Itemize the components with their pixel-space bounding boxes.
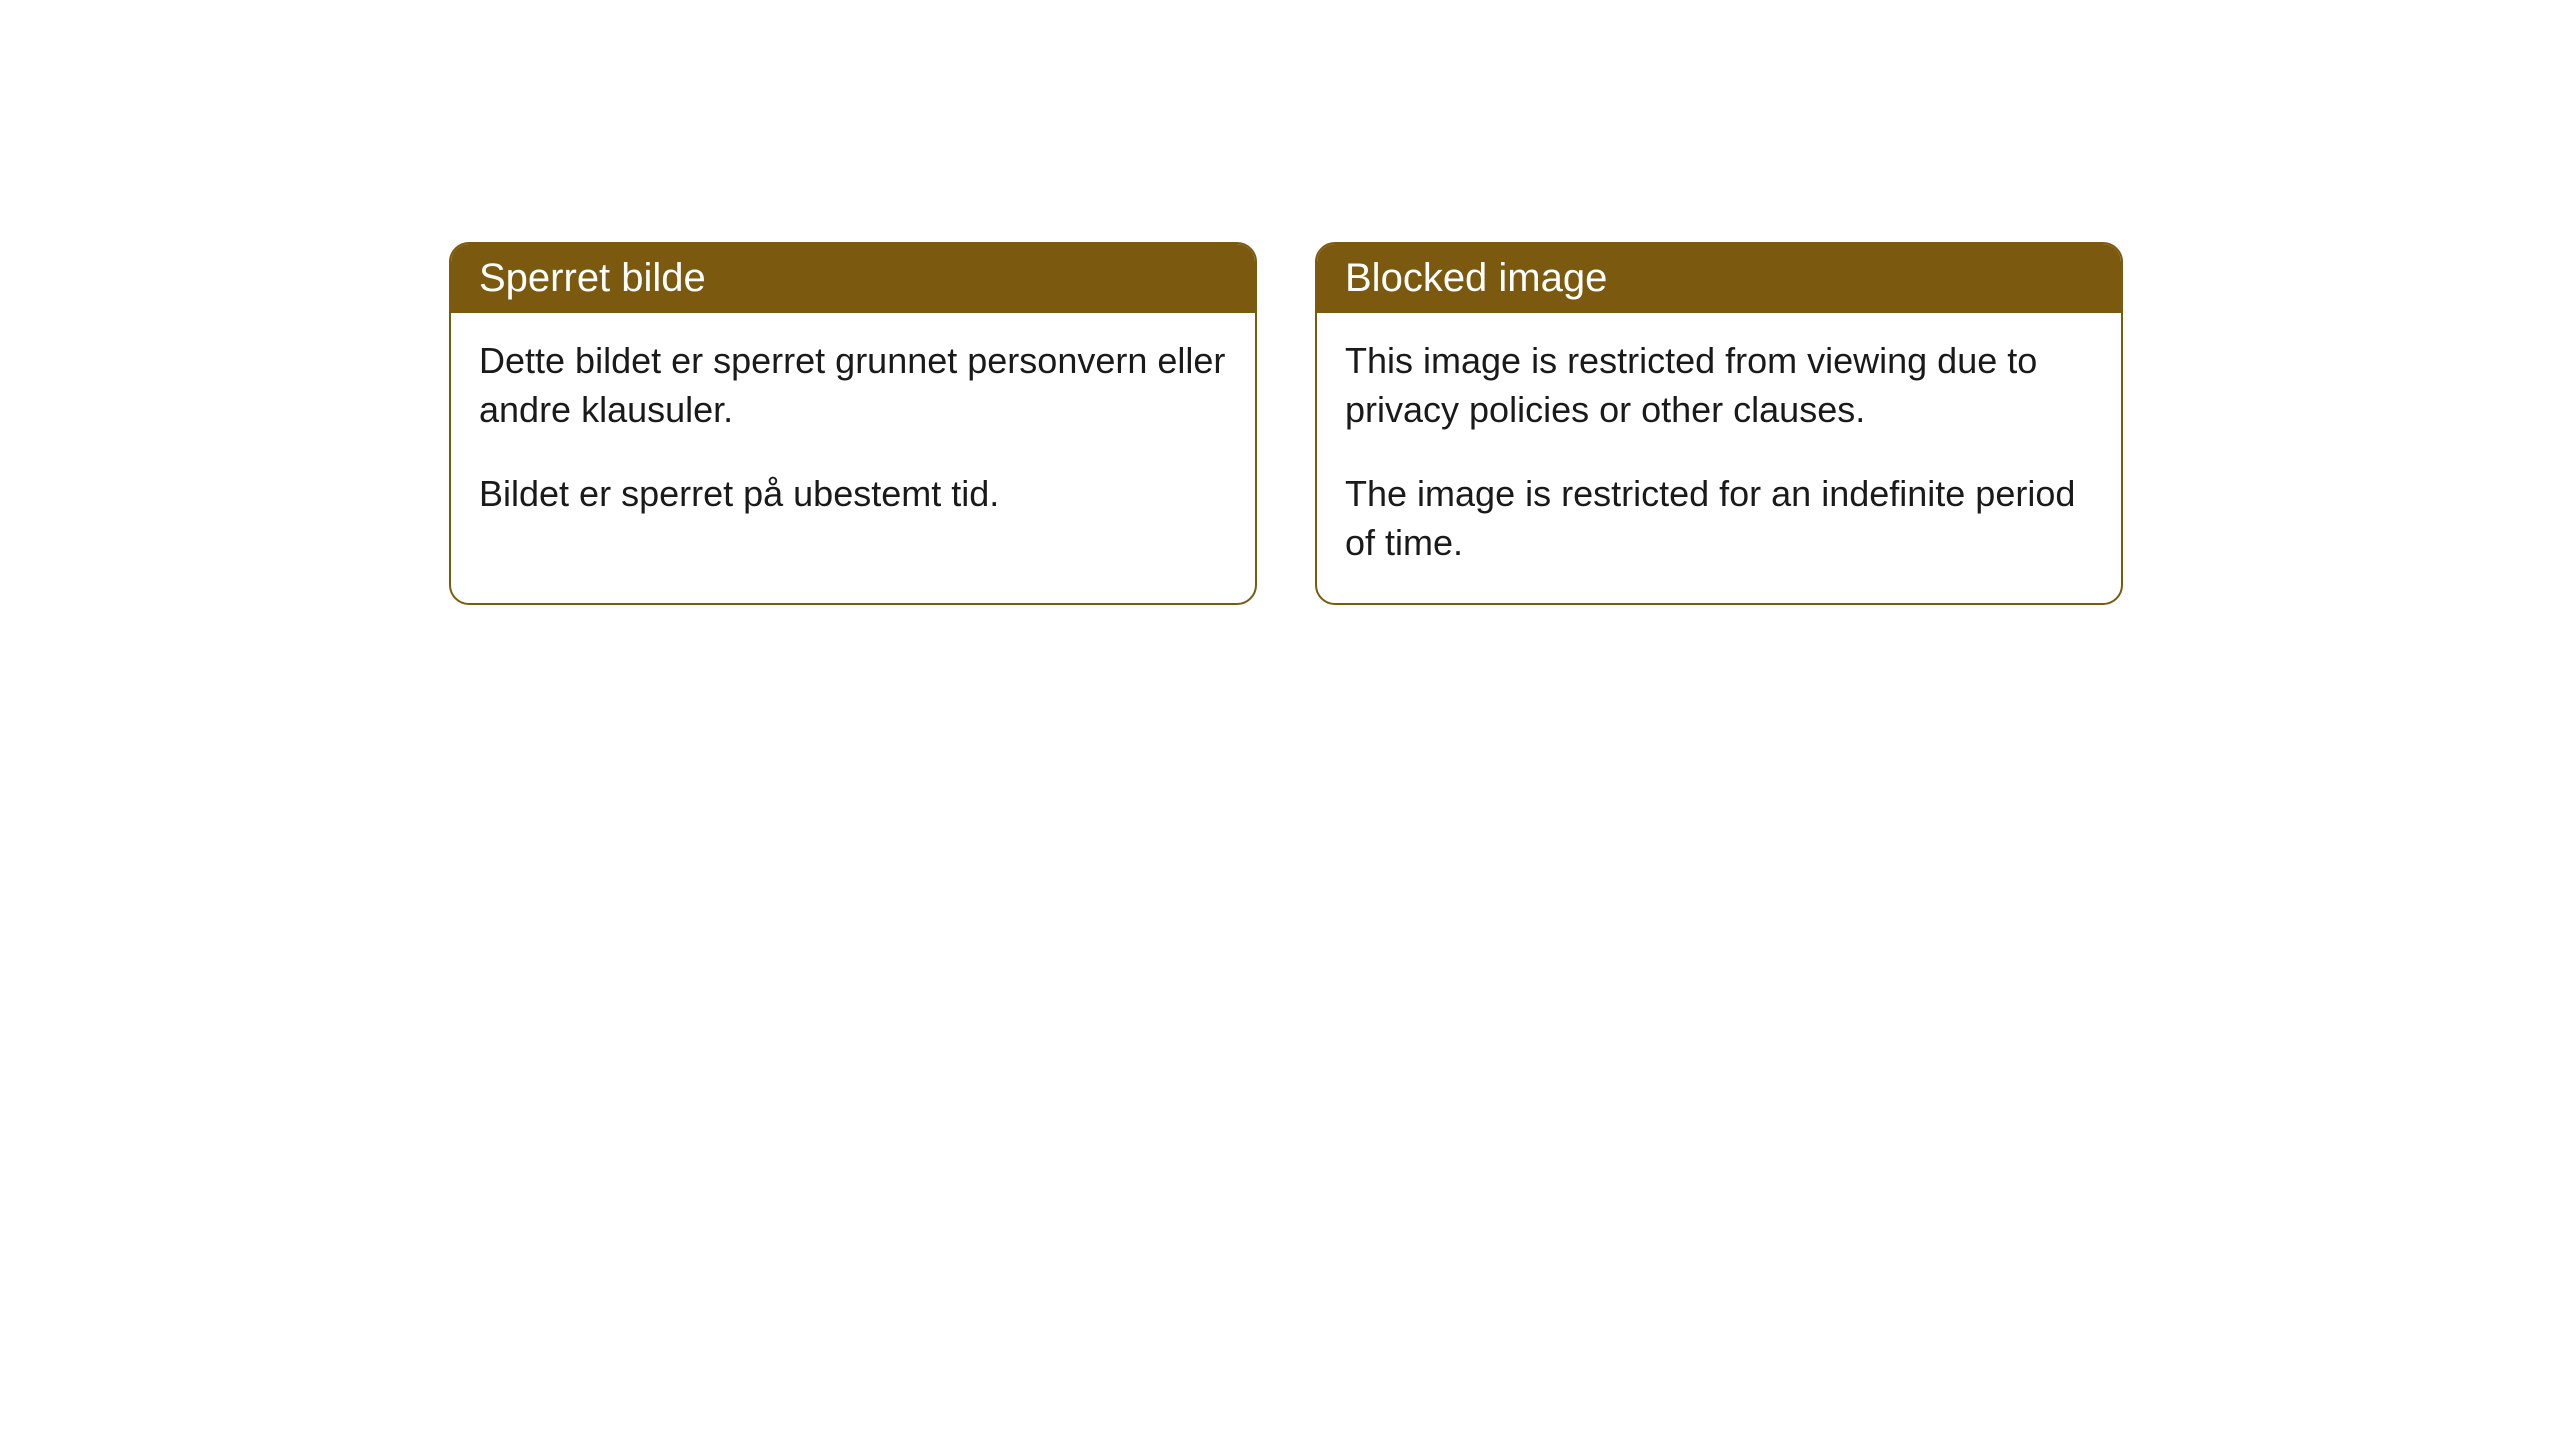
notice-body-norwegian: Dette bildet er sperret grunnet personve…: [451, 313, 1255, 555]
notice-paragraph-1: This image is restricted from viewing du…: [1345, 337, 2093, 434]
notice-container: Sperret bilde Dette bildet er sperret gr…: [0, 0, 2560, 605]
notice-card-english: Blocked image This image is restricted f…: [1315, 242, 2123, 605]
notice-header-english: Blocked image: [1317, 244, 2121, 313]
notice-body-english: This image is restricted from viewing du…: [1317, 313, 2121, 603]
notice-title: Sperret bilde: [479, 256, 706, 300]
notice-header-norwegian: Sperret bilde: [451, 244, 1255, 313]
notice-card-norwegian: Sperret bilde Dette bildet er sperret gr…: [449, 242, 1257, 605]
notice-title: Blocked image: [1345, 256, 1607, 300]
notice-paragraph-2: Bildet er sperret på ubestemt tid.: [479, 470, 1227, 519]
notice-paragraph-2: The image is restricted for an indefinit…: [1345, 470, 2093, 567]
notice-paragraph-1: Dette bildet er sperret grunnet personve…: [479, 337, 1227, 434]
